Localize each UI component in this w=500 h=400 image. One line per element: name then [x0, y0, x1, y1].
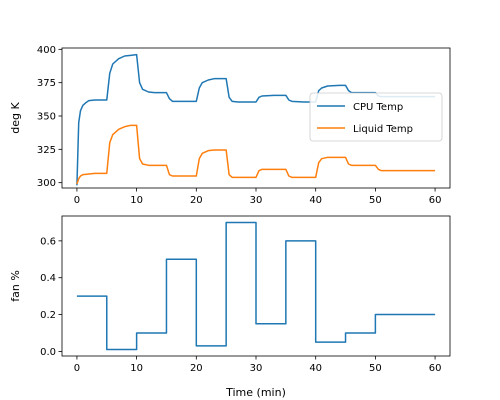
temperature-y-tick-label: 300	[37, 178, 56, 189]
fan-x-tick-label: 10	[130, 363, 143, 374]
fan-x-tick-label: 60	[429, 363, 442, 374]
series-line-liquid-temp	[76, 124, 436, 185]
temperature-ticks: 0 10 20 30 40 50 60 300 325 350 375 400	[37, 45, 442, 206]
series-line-cpu-temp	[76, 53, 436, 186]
fan-ticks: 0 10 20 30 40 50 60 0.0 0.2 0.4 0.6	[40, 236, 441, 374]
temperature-legend: CPU Temp Liquid Temp	[309, 92, 443, 142]
temperature-x-tick-label: 20	[190, 195, 203, 206]
legend-label-cpu-temp: CPU Temp	[353, 102, 403, 113]
fan-x-tick-label: 30	[250, 363, 263, 374]
legend-box	[309, 92, 443, 142]
fan-y-tick-label: 0.6	[40, 236, 56, 247]
fan-panel: 0 10 20 30 40 50 60 0.0 0.2 0.4 0.6 fan % Time (mi…	[9, 215, 451, 399]
temperature-y-tick-label: 350	[37, 112, 56, 123]
fan-series-line	[76, 221, 436, 351]
fan-x-axis-label: Time (min)	[225, 386, 286, 399]
legend-label-liquid-temp: Liquid Temp	[353, 124, 413, 135]
fan-y-tick-label: 0.0	[40, 347, 56, 358]
temperature-x-tick-label: 40	[309, 195, 322, 206]
fan-y-tick-label: 0.2	[40, 310, 56, 321]
temperature-x-tick-label: 0	[74, 195, 80, 206]
temperature-x-tick-label: 50	[369, 195, 382, 206]
temperature-x-tick-label: 60	[429, 195, 442, 206]
temperature-y-tick-label: 375	[37, 78, 56, 89]
temperature-x-tick-label: 10	[130, 195, 143, 206]
temperature-panel: 0 10 20 30 40 50 60 300 325 350 375 400 deg K CPU T…	[9, 45, 451, 206]
temperature-y-axis-label: deg K	[9, 101, 22, 133]
fan-x-tick-label: 40	[309, 363, 322, 374]
temperature-y-tick-label: 325	[37, 145, 56, 156]
fan-x-tick-label: 20	[190, 363, 203, 374]
temperature-x-tick-label: 30	[250, 195, 263, 206]
temperature-y-tick-label: 400	[37, 45, 56, 56]
temperature-series-group	[76, 53, 436, 186]
fan-y-tick-label: 0.4	[40, 273, 56, 284]
fan-x-tick-label: 50	[369, 363, 382, 374]
fan-y-axis-label: fan %	[9, 270, 22, 302]
fan-x-tick-label: 0	[74, 363, 80, 374]
fan-series-group	[76, 221, 436, 351]
